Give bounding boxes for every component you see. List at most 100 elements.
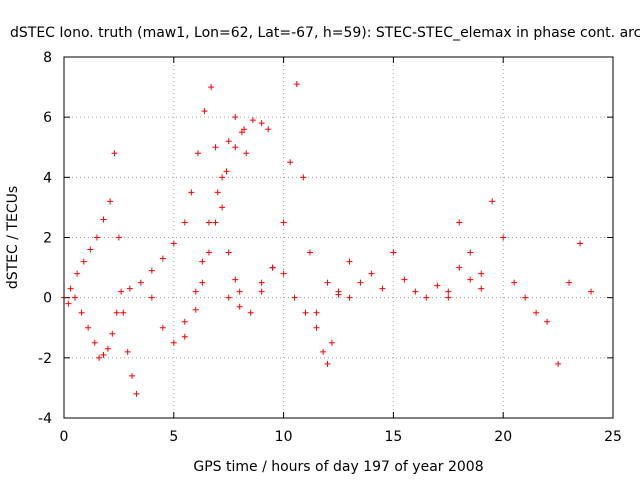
data-point [324,279,331,286]
data-point [74,270,81,277]
data-point [357,279,364,286]
data-point [118,288,125,295]
data-point [456,219,463,226]
data-point [445,294,452,301]
data-point [379,285,386,292]
data-point [126,285,133,292]
data-point [96,354,103,361]
data-point [225,249,232,256]
series-arc9 [445,198,595,367]
data-point [423,294,430,301]
data-point [113,309,120,316]
data-point [159,255,166,262]
data-point [302,309,309,316]
data-point [124,348,131,355]
data-point [577,240,584,247]
data-point [87,246,94,253]
data-point [313,309,320,316]
data-point [181,318,188,325]
data-point [170,240,177,247]
data-point [107,198,114,205]
data-point [212,219,219,226]
data-point [293,81,300,88]
data-point [120,309,127,316]
data-point [258,279,265,286]
data-point [555,360,562,367]
data-point [588,288,595,295]
x-tick-label: 15 [384,429,402,445]
data-point [80,258,87,265]
series-arc4 [148,114,250,346]
data-point [241,126,248,133]
data-point [320,348,327,355]
data-point [115,234,122,241]
data-point [208,84,215,91]
y-tick-label: 0 [43,291,52,307]
data-point [148,294,155,301]
data-point [335,291,342,298]
x-tick-label: 20 [494,429,512,445]
y-tick-label: 6 [43,110,52,126]
data-point [170,339,177,346]
data-point [401,276,408,283]
data-point [368,270,375,277]
data-point [478,285,485,292]
series-arc5 [181,117,272,325]
y-tick-label: 8 [43,50,52,66]
data-point [258,120,265,127]
data-point [148,267,155,274]
data-point [232,276,239,283]
data-point [269,264,276,271]
data-point [104,345,111,352]
data-point [566,279,573,286]
data-point [71,294,78,301]
data-point [199,279,206,286]
y-tick-label: 2 [43,231,52,247]
data-point [223,168,230,175]
data-point [133,390,140,397]
data-point [291,294,298,301]
data-point [280,270,287,277]
data-point [500,234,507,241]
data-point [300,174,307,181]
data-point [467,276,474,283]
x-tick-label: 5 [169,429,178,445]
data-point [258,288,265,295]
data-point [412,288,419,295]
series-arc1 [61,150,140,397]
data-point [212,144,219,151]
data-point [434,282,441,289]
data-point [199,258,206,265]
series-arc7 [258,264,353,331]
data-point [456,264,463,271]
data-point [533,309,540,316]
x-tick-label: 10 [275,429,293,445]
data-point [232,114,239,121]
data-point [306,249,313,256]
data-point [265,126,272,133]
data-point [236,288,243,295]
data-point [346,258,353,265]
data-point [194,150,201,157]
data-point [346,294,353,301]
series-arc6 [225,81,335,367]
data-point [65,300,72,307]
data-point [287,159,294,166]
data-point [192,288,199,295]
data-point [489,198,496,205]
y-tick-label: -2 [38,351,52,367]
data-point [511,279,518,286]
chart-title: dSTEC Iono. truth (maw1, Lon=62, Lat=-67… [10,25,640,41]
axis-ticks: 0 5 10 15 20 25 -4 -2 0 2 4 6 8 [38,50,622,445]
data-point [238,129,245,136]
data-point [192,306,199,313]
data-point [390,249,397,256]
data-point [328,339,335,346]
series-arc8 [335,249,485,301]
data-point [225,138,232,145]
data-point [445,288,452,295]
data-point [188,189,195,196]
data-point [280,219,287,226]
series-arc3 [126,84,243,295]
